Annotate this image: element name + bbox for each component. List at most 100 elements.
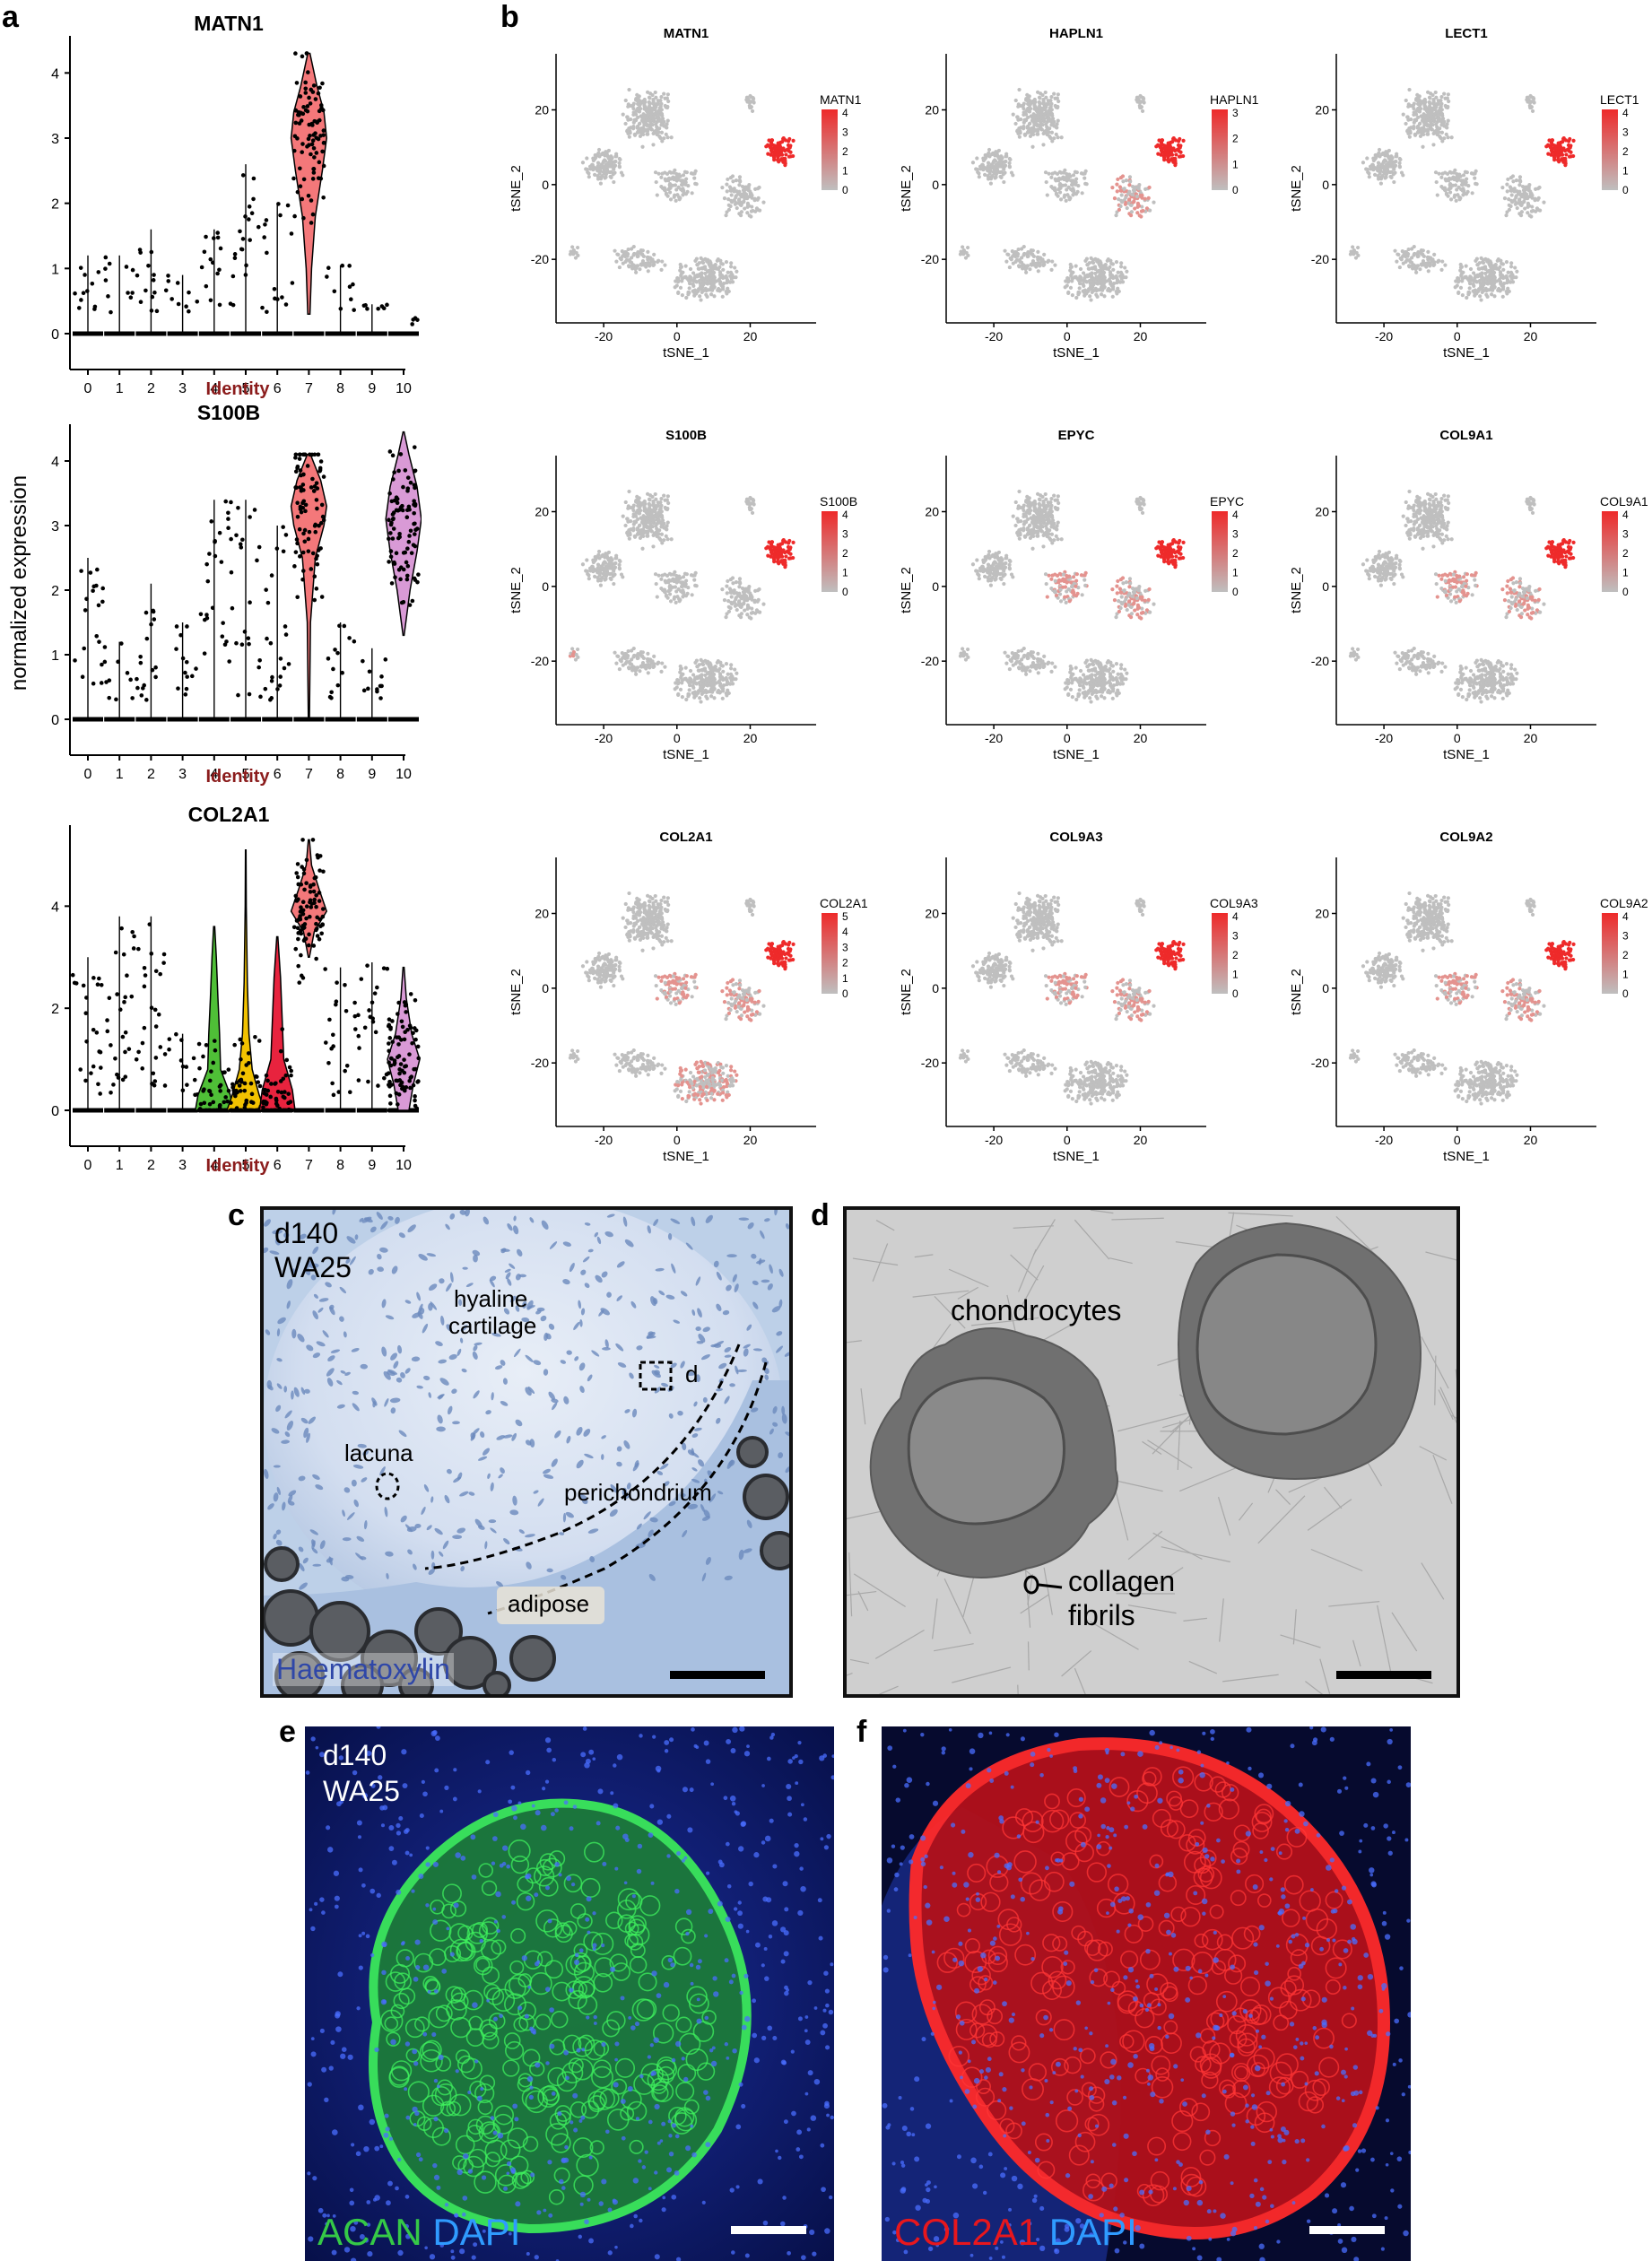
cell-point	[1380, 174, 1385, 178]
cell-point	[1052, 91, 1056, 96]
cell-point	[735, 205, 739, 211]
cell-point	[698, 294, 702, 299]
cell-point	[982, 172, 987, 178]
cell-point	[699, 277, 704, 282]
cell-point	[1486, 257, 1491, 262]
cell-point	[1016, 264, 1022, 268]
data-point	[290, 281, 295, 285]
data-point	[311, 145, 317, 151]
data-point	[125, 671, 130, 675]
y-tick-label: 4	[51, 455, 59, 470]
cell-point	[632, 117, 637, 122]
cell-point	[728, 188, 733, 193]
cell-point	[617, 161, 622, 166]
cell-point	[1479, 298, 1483, 302]
cell-point	[665, 171, 670, 177]
cell-point	[666, 99, 671, 104]
legend-tick-label: 0	[1622, 184, 1629, 196]
cell-point	[728, 265, 734, 269]
cell-point	[1427, 100, 1431, 104]
cell-point	[1406, 264, 1412, 268]
cell-point	[1526, 203, 1531, 207]
legend-colorbar	[822, 109, 838, 190]
cell-point	[1406, 247, 1411, 252]
data-point	[314, 135, 319, 140]
x-tick-label: 7	[305, 381, 313, 396]
data-point	[220, 634, 225, 639]
cell-point	[627, 489, 631, 494]
cell-point	[642, 515, 647, 519]
cell-point	[1111, 267, 1116, 272]
y-tick-label: -20	[531, 252, 549, 266]
cell-point	[646, 269, 650, 274]
data-point	[298, 94, 303, 99]
cell-point	[1425, 255, 1430, 259]
cell-point	[659, 112, 664, 117]
data-point	[361, 303, 367, 309]
cell-point	[784, 152, 788, 157]
cell-point	[1373, 152, 1378, 158]
cell-point	[631, 101, 636, 106]
cell-point	[1422, 128, 1428, 133]
legend-tick-label: 0	[842, 184, 848, 196]
cell-point	[600, 165, 604, 170]
cell-point	[1474, 257, 1479, 261]
data-point	[320, 81, 325, 86]
cell-point	[1464, 264, 1468, 268]
cell-point	[666, 500, 671, 506]
data-point	[187, 309, 191, 314]
cell-point	[1373, 166, 1378, 170]
cell-point	[1115, 189, 1119, 194]
cell-point	[772, 147, 778, 152]
cell-point	[1564, 152, 1569, 157]
cell-point	[1388, 174, 1393, 179]
data-point	[204, 283, 209, 289]
data-point	[149, 249, 154, 255]
cell-point	[1383, 159, 1387, 163]
cell-point	[625, 531, 630, 535]
cell-point	[634, 510, 639, 515]
cell-point	[1395, 259, 1399, 264]
data-point	[79, 298, 83, 302]
cell-point	[1044, 95, 1048, 100]
cell-point	[1053, 177, 1057, 181]
cell-point	[600, 152, 604, 157]
cell-point	[983, 152, 987, 158]
cell-point	[1405, 115, 1410, 119]
legend-tick-label: 0	[1232, 184, 1239, 196]
cell-point	[585, 558, 589, 562]
data-point	[264, 587, 268, 592]
data-point	[332, 289, 337, 294]
cell-point	[593, 157, 597, 161]
data-point	[142, 683, 146, 688]
cell-point	[680, 293, 684, 298]
cell-point	[729, 261, 734, 265]
cell-point	[1049, 112, 1054, 117]
y-tick-label: 0	[542, 178, 549, 192]
map-title: LECT1	[1445, 26, 1488, 41]
cell-point	[702, 265, 708, 269]
cell-point	[1407, 135, 1412, 139]
cell-point	[1169, 146, 1173, 152]
cell-point	[721, 287, 726, 291]
cell-point	[744, 194, 749, 199]
cell-point	[747, 182, 752, 187]
cell-point	[600, 553, 604, 559]
data-point	[232, 252, 238, 257]
data-point	[280, 295, 284, 300]
cell-point	[699, 256, 703, 260]
cell-point	[764, 144, 769, 149]
cell-point	[769, 150, 774, 155]
cell-point	[1123, 202, 1128, 206]
cell-point	[1439, 130, 1445, 135]
cell-point	[1119, 193, 1124, 197]
data-point	[107, 261, 112, 266]
cell-point	[1500, 294, 1505, 299]
cell-point	[697, 266, 701, 271]
x-tick-label: 5	[242, 767, 250, 782]
cell-point	[626, 102, 630, 107]
cell-point	[587, 577, 591, 581]
cell-point	[1426, 269, 1430, 274]
cell-point	[777, 160, 781, 164]
